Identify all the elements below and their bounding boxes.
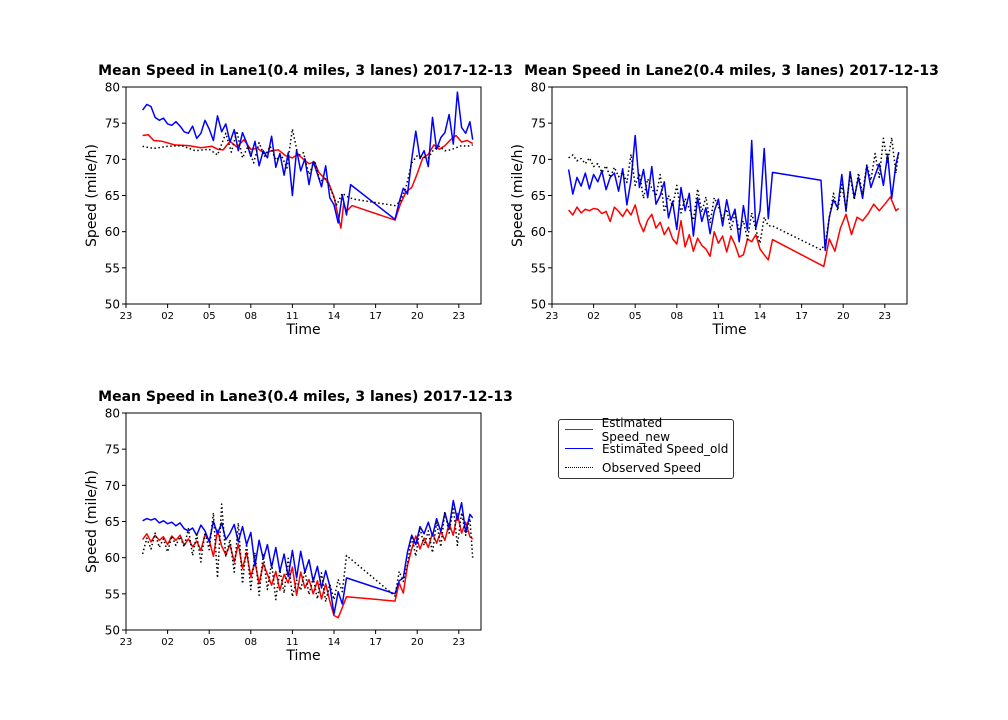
x-tick-label: 08	[244, 637, 257, 648]
legend-label: Observed Speed	[602, 460, 702, 475]
lane1-chart: Mean Speed in Lane1(0.4 miles, 3 lanes) …	[84, 63, 513, 338]
x-tick-label: 08	[244, 311, 257, 322]
y-tick-label: 60	[105, 551, 120, 565]
y-tick-label: 80	[105, 81, 120, 95]
y-axis-label: Speed (mile/h)	[84, 144, 100, 247]
legend-entry-observed: Observed Speed	[565, 458, 701, 477]
series-estimated-old	[142, 499, 474, 615]
y-tick-label: 80	[531, 81, 546, 95]
legend-label: Estimated Speed_old	[602, 441, 729, 456]
chart-legend: Estimated Speed_new Estimated Speed_old …	[558, 416, 734, 479]
series-observed	[568, 136, 900, 251]
series-observed	[142, 128, 473, 207]
x-tick-label: 11	[286, 311, 299, 322]
x-tick-label: 11	[286, 637, 299, 648]
series-estimated-new	[568, 196, 900, 268]
y-tick-label: 65	[105, 515, 120, 529]
plot-area	[141, 91, 474, 229]
y-tick-label: 65	[105, 189, 120, 203]
y-tick-label: 55	[105, 261, 120, 275]
y-tick-label: 65	[531, 189, 546, 203]
legend-entry-old: Estimated Speed_old	[565, 439, 728, 458]
series-estimated-old	[567, 134, 900, 252]
x-tick-label: 14	[754, 311, 767, 322]
legend-label: Estimated Speed_new	[601, 415, 671, 444]
lane2-chart: Mean Speed in Lane2(0.4 miles, 3 lanes) …	[510, 63, 939, 338]
x-tick-label: 17	[369, 311, 382, 322]
chart-title: Mean Speed in Lane2(0.4 miles, 3 lanes) …	[524, 63, 939, 79]
x-tick-label: 08	[670, 311, 683, 322]
x-tick-label: 20	[411, 311, 424, 322]
x-axis-label: Time	[285, 648, 320, 664]
y-tick-label: 55	[531, 261, 546, 275]
y-tick-label: 60	[105, 225, 120, 239]
y-tick-label: 75	[105, 443, 120, 457]
x-tick-label: 23	[452, 311, 465, 322]
x-tick-label: 23	[546, 311, 559, 322]
y-tick-label: 55	[105, 587, 120, 601]
legend-swatch-red-line	[565, 429, 593, 430]
x-axis-label: Time	[285, 322, 320, 338]
y-tick-label: 50	[105, 298, 120, 312]
y-tick-label: 70	[531, 153, 546, 167]
axes-frame	[125, 86, 482, 305]
plot-area	[567, 134, 900, 268]
y-tick-label: 50	[531, 298, 546, 312]
legend-entry-new: Estimated Speed_new	[565, 416, 733, 444]
y-tick-label: 70	[105, 479, 120, 493]
x-tick-label: 23	[878, 311, 891, 322]
legend-swatch-dotted-line	[565, 467, 593, 468]
y-tick-label: 80	[105, 407, 120, 421]
legend-swatch-blue-line	[565, 448, 593, 449]
x-axis-label: Time	[711, 322, 746, 338]
lane3-chart: Mean Speed in Lane3(0.4 miles, 3 lanes) …	[84, 389, 513, 664]
x-tick-label: 02	[161, 637, 174, 648]
x-tick-label: 23	[120, 311, 133, 322]
x-tick-label: 23	[120, 637, 133, 648]
series-observed	[141, 503, 474, 603]
y-tick-label: 50	[105, 624, 120, 638]
x-tick-label: 14	[328, 637, 341, 648]
y-tick-label: 60	[531, 225, 546, 239]
x-tick-label: 02	[587, 311, 600, 322]
y-axis-label: Speed (mile/h)	[510, 144, 526, 247]
x-tick-label: 05	[629, 311, 642, 322]
chart-title: Mean Speed in Lane1(0.4 miles, 3 lanes) …	[98, 63, 513, 79]
x-tick-label: 05	[203, 311, 216, 322]
x-tick-label: 05	[203, 637, 216, 648]
y-tick-label: 75	[105, 117, 120, 131]
y-tick-label: 75	[531, 117, 546, 131]
x-tick-label: 14	[328, 311, 341, 322]
y-tick-label: 70	[105, 153, 120, 167]
x-tick-label: 02	[161, 311, 174, 322]
axes-frame	[125, 412, 482, 631]
plot-area	[141, 499, 474, 619]
series-estimated-old	[141, 91, 474, 224]
x-tick-label: 17	[369, 637, 382, 648]
series-estimated-new	[142, 133, 474, 229]
chart-title: Mean Speed in Lane3(0.4 miles, 3 lanes) …	[98, 389, 513, 405]
x-tick-label: 23	[452, 637, 465, 648]
x-tick-label: 17	[795, 311, 808, 322]
x-tick-label: 11	[712, 311, 725, 322]
y-axis-label: Speed (mile/h)	[84, 470, 100, 573]
x-tick-label: 20	[837, 311, 850, 322]
x-tick-label: 20	[411, 637, 424, 648]
